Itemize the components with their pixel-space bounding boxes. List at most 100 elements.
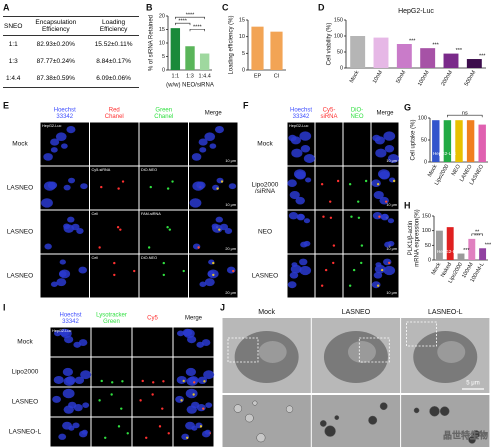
- nucleus: [384, 145, 395, 153]
- nucleus: [373, 271, 383, 279]
- signal-spot: [162, 273, 166, 277]
- panel-letter: A: [3, 2, 10, 12]
- nucleus: [63, 405, 74, 414]
- nucleus: [204, 278, 215, 287]
- cell-label: DiO-NEO: [141, 256, 157, 260]
- tem-vesicle: [334, 415, 340, 420]
- nucleus: [175, 395, 185, 403]
- signal-spot: [352, 268, 356, 272]
- row-label: Mock: [12, 141, 28, 148]
- signal-spot: [141, 379, 144, 383]
- bar: [468, 238, 476, 260]
- significance-bracket: [471, 233, 483, 236]
- signal-spot: [161, 407, 164, 410]
- signal-spot: [113, 273, 116, 277]
- y-tick-label: 20: [159, 13, 165, 19]
- signal-spot: [380, 268, 384, 272]
- bar: [443, 53, 459, 68]
- row-label: Lipo2000: [12, 369, 39, 376]
- nucleus: [387, 154, 400, 163]
- bar: [251, 26, 264, 71]
- micrograph: [315, 210, 343, 254]
- column-header: 33342: [56, 114, 73, 120]
- nucleus: [177, 330, 185, 337]
- bar: [270, 31, 283, 71]
- signal-spot: [202, 407, 205, 410]
- tem-nucleus: [347, 341, 376, 363]
- nucleus: [305, 177, 312, 183]
- cell-label: HepG2-Luc: [42, 124, 62, 128]
- table-cell: 8.84±0.17%: [96, 58, 131, 65]
- nucleus: [80, 183, 88, 190]
- signal-spot: [376, 183, 380, 186]
- cell-label: 20 μm: [225, 247, 236, 251]
- cell-label: HepG2-Luc: [52, 329, 72, 333]
- nucleus: [383, 265, 396, 276]
- bar: [396, 44, 412, 68]
- nucleus: [371, 281, 381, 289]
- column-header: Hoechst: [59, 312, 81, 318]
- signal-spot: [182, 379, 185, 383]
- nucleus: [189, 198, 202, 208]
- tem-vesicle: [324, 425, 336, 437]
- signal-spot: [360, 244, 364, 247]
- column-header: Lysotracker: [96, 312, 127, 318]
- micrograph: [315, 254, 343, 298]
- signal-spot: [212, 273, 215, 277]
- signal-spot: [113, 261, 116, 265]
- tem-vesicle: [319, 420, 327, 427]
- nucleus: [199, 281, 207, 287]
- column-header: Hoechst: [290, 107, 312, 113]
- signal-spot: [348, 183, 352, 186]
- bar: [446, 227, 454, 260]
- significance-bracket: [175, 16, 205, 20]
- signal-spot: [197, 246, 200, 249]
- significance-label: ***: [463, 248, 470, 254]
- signal-spot: [149, 185, 152, 189]
- tem-vesicle: [472, 430, 481, 439]
- row-label: LASNEO: [7, 273, 33, 280]
- bar: [350, 36, 366, 68]
- nucleus: [288, 212, 299, 220]
- y-tick-label: 10: [159, 40, 165, 46]
- signal-spot: [212, 261, 215, 265]
- signal-spot: [100, 185, 103, 189]
- column-header: LASNEO: [342, 309, 371, 316]
- micrograph: [91, 327, 132, 357]
- cell-label: Cy5-siRNA: [92, 168, 111, 172]
- nucleus: [226, 266, 236, 274]
- bar: [479, 248, 487, 260]
- nucleus: [78, 430, 88, 438]
- signal-spot: [182, 269, 185, 273]
- nucleus: [290, 264, 302, 274]
- nucleus: [196, 404, 206, 412]
- nucleus: [74, 376, 85, 385]
- nucleus: [59, 328, 70, 337]
- significance-label: ***: [485, 243, 492, 249]
- bar: [373, 37, 389, 68]
- nucleus: [204, 132, 216, 141]
- signal-spot: [348, 284, 352, 287]
- tem-vesicle: [429, 406, 440, 417]
- bar: [420, 48, 436, 68]
- signal-spot: [111, 381, 114, 384]
- watermark: 晶世特生物: [443, 429, 488, 440]
- tem-vesicle: [252, 400, 258, 406]
- nucleus: [201, 430, 211, 438]
- signal-spot: [147, 246, 151, 249]
- tem-vesicle: [439, 406, 450, 416]
- y-tick-label: 5: [162, 54, 165, 60]
- signal-spot: [168, 228, 172, 231]
- nucleus: [215, 216, 223, 223]
- nucleus: [53, 375, 64, 384]
- significance-label: ***: [474, 233, 481, 239]
- tem-vesicle: [368, 415, 378, 425]
- y-axis-label: PLK1/β-actin: [408, 221, 414, 255]
- row-label: NEO: [258, 229, 272, 236]
- column-header: Chanel: [154, 114, 173, 120]
- significance-label: ***: [456, 48, 463, 54]
- nucleus: [205, 402, 213, 408]
- signal-spot: [232, 269, 235, 273]
- signal-spot: [329, 200, 332, 203]
- micrograph: [90, 166, 139, 210]
